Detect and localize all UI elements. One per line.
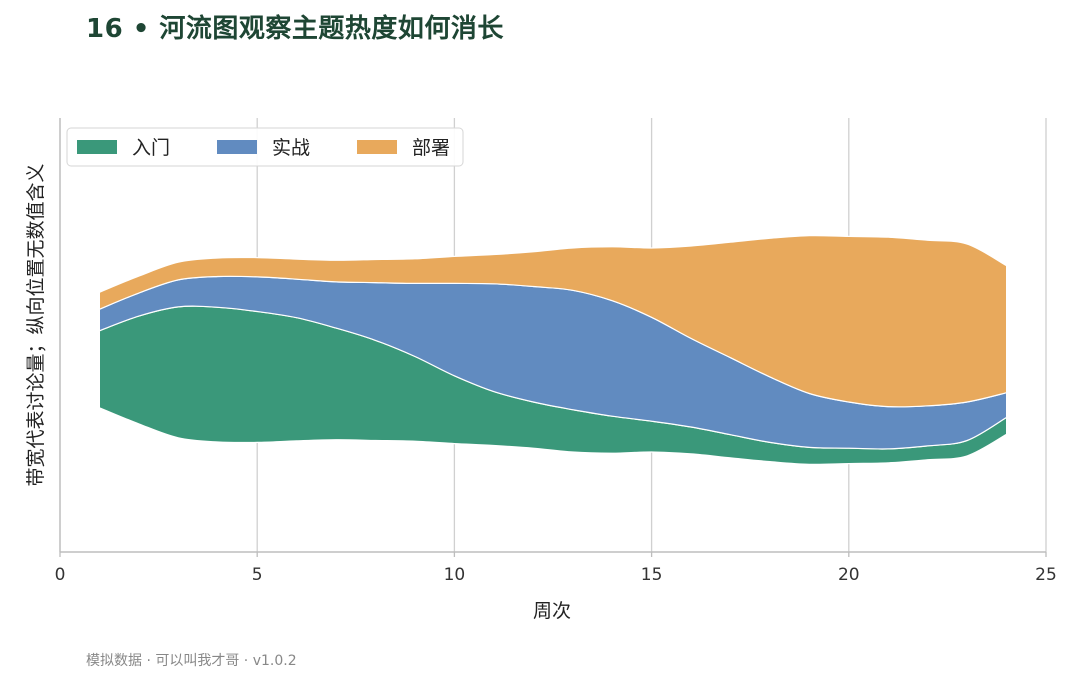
legend-label-1: 入门 — [132, 137, 170, 159]
x-tick-label-5: 5 — [252, 565, 263, 585]
x-tick-label-15: 15 — [641, 565, 663, 585]
legend-swatch-2 — [217, 140, 257, 154]
stream-areas — [98, 235, 1008, 465]
x-tick-label-0: 0 — [55, 565, 66, 585]
y-axis-label: 带宽代表讨论量；纵向位置无数值含义 — [25, 163, 47, 486]
legend-label-2: 实战 — [272, 137, 310, 159]
chart-title: 16 • 河流图观察主题热度如何消长 — [86, 14, 504, 44]
stream-area-3 — [98, 235, 1008, 408]
legend-swatch-3 — [357, 140, 397, 154]
x-tick-label-10: 10 — [444, 565, 466, 585]
legend-box — [66, 127, 464, 167]
legend: 入门 实战 部署 — [66, 127, 464, 167]
footer-note: 模拟数据 · 可以叫我才哥 · v1.0.2 — [86, 653, 297, 669]
x-axis-label: 周次 — [533, 600, 571, 622]
axes: 0 5 10 15 20 25 — [55, 118, 1057, 585]
legend-label-3: 部署 — [412, 137, 450, 159]
x-tick-label-20: 20 — [838, 565, 860, 585]
legend-swatch-1 — [77, 140, 117, 154]
x-tick-label-25: 25 — [1035, 565, 1057, 585]
